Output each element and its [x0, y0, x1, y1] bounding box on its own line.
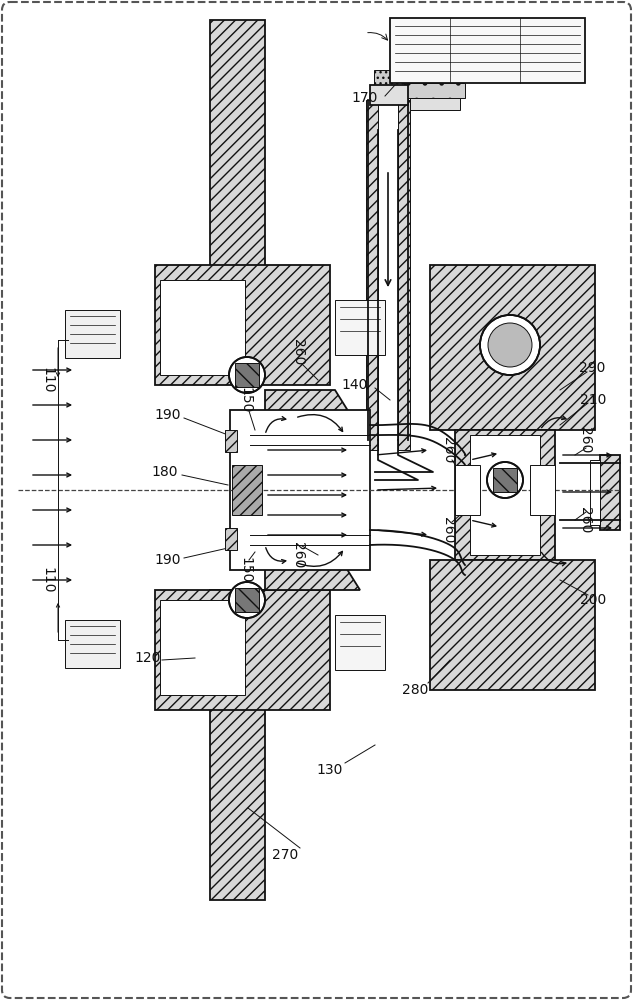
Circle shape: [487, 462, 523, 498]
Circle shape: [488, 323, 532, 367]
Bar: [398, 100, 410, 450]
Bar: [210, 20, 265, 300]
Text: 130: 130: [316, 763, 343, 777]
Bar: [210, 590, 265, 900]
Bar: [335, 615, 385, 670]
Bar: [65, 310, 120, 358]
Bar: [155, 590, 330, 710]
Bar: [405, 83, 465, 98]
Bar: [225, 430, 237, 452]
Text: 210: 210: [580, 393, 606, 407]
Bar: [455, 430, 555, 560]
Text: 260: 260: [291, 542, 305, 568]
Bar: [430, 560, 595, 690]
Bar: [366, 100, 378, 450]
Text: 280: 280: [402, 683, 428, 697]
Text: 190: 190: [154, 408, 181, 422]
Bar: [160, 280, 245, 375]
Text: 290: 290: [579, 361, 605, 375]
Polygon shape: [265, 550, 360, 590]
Bar: [155, 265, 330, 385]
Bar: [430, 265, 595, 430]
Text: 170: 170: [352, 91, 378, 105]
Text: 110: 110: [40, 567, 54, 593]
Bar: [370, 85, 408, 105]
Text: 270: 270: [272, 848, 298, 862]
Circle shape: [229, 582, 265, 618]
Text: 180: 180: [152, 465, 179, 479]
Circle shape: [229, 357, 265, 393]
Bar: [335, 300, 385, 355]
Bar: [455, 465, 480, 515]
Text: 120: 120: [135, 651, 161, 665]
Bar: [493, 468, 517, 492]
Bar: [590, 460, 600, 525]
Bar: [470, 435, 540, 555]
Text: 260: 260: [441, 517, 455, 543]
Bar: [410, 98, 460, 110]
Bar: [235, 588, 259, 612]
Bar: [235, 363, 259, 387]
Bar: [230, 410, 370, 570]
Text: 190: 190: [154, 553, 181, 567]
Circle shape: [480, 315, 540, 375]
Bar: [600, 455, 620, 530]
Text: 140: 140: [342, 378, 368, 392]
Bar: [160, 600, 245, 695]
Polygon shape: [265, 390, 360, 430]
Bar: [530, 465, 555, 515]
Text: 150: 150: [238, 387, 252, 413]
Text: 260: 260: [578, 427, 592, 453]
Bar: [374, 70, 404, 90]
Bar: [225, 528, 237, 550]
Bar: [390, 18, 585, 83]
Text: 150: 150: [238, 557, 252, 583]
Bar: [65, 620, 120, 668]
Text: 260: 260: [441, 437, 455, 463]
Bar: [232, 465, 262, 515]
Text: 200: 200: [580, 593, 606, 607]
Text: 260: 260: [578, 507, 592, 533]
Text: 110: 110: [40, 367, 54, 393]
Text: 260: 260: [291, 339, 305, 365]
